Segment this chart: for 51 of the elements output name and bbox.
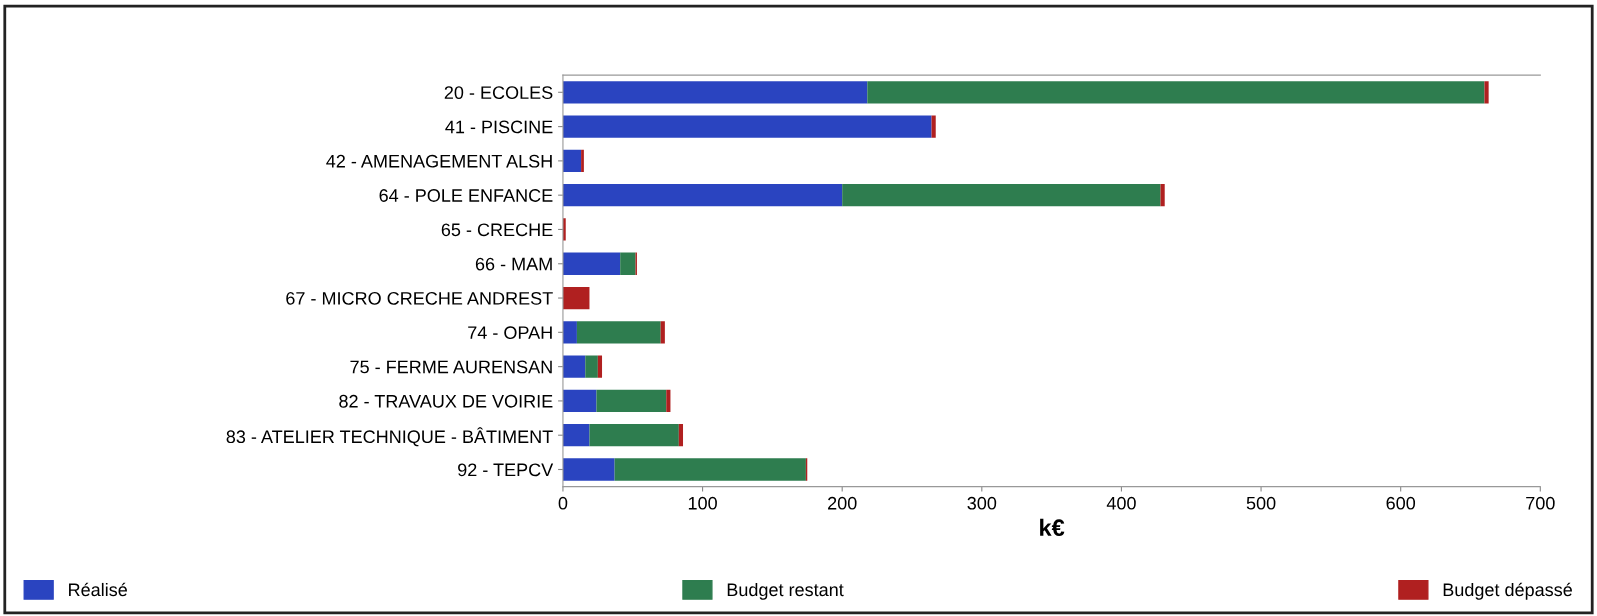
y-tick-label: 64 - POLE ENFANCE (379, 189, 553, 202)
y-tick-label: 67 - MICRO CRECHE ANDREST (286, 291, 553, 305)
legend-label: Budget restant (727, 582, 844, 600)
y-tick-label: 75 - FERME AURENSAN (350, 360, 552, 374)
bar (589, 424, 679, 447)
legend-label: Budget dépassé (1443, 582, 1572, 600)
x-tick-label: 600 (1386, 496, 1416, 510)
bar (660, 321, 665, 344)
bar (562, 424, 590, 447)
bar (678, 424, 684, 447)
bar (562, 149, 582, 173)
x-tick-label: 300 (967, 496, 997, 510)
y-tick-label: 83 - ATELIER TECHNIQUE - BÂTIMENT (226, 427, 553, 447)
bar (562, 321, 577, 344)
bar (562, 115, 932, 138)
bar (666, 389, 671, 413)
y-tick-label: 92 - TEPCV (458, 463, 554, 477)
bar (562, 81, 868, 104)
bar (562, 286, 590, 310)
bar (1160, 184, 1165, 207)
y-tick-label: 82 - TRAVAUX DE VOIRIE (339, 394, 553, 408)
y-tick-label: 20 - ECOLES (444, 86, 553, 100)
bar (562, 355, 586, 378)
bar (581, 149, 584, 173)
x-tick-label: 400 (1106, 496, 1136, 510)
y-tick-label: 66 - MAM (475, 257, 552, 271)
y-tick-label: 74 - OPAH (468, 326, 552, 340)
x-tick-label: 700 (1526, 496, 1555, 510)
bar (614, 458, 806, 481)
bar (620, 252, 636, 275)
x-axis-title: k€ (1040, 518, 1065, 537)
bar (1484, 81, 1489, 104)
bar (562, 458, 615, 481)
bar (597, 355, 603, 378)
bar (562, 184, 843, 207)
x-tick-label: 500 (1246, 496, 1276, 510)
bar (585, 355, 598, 378)
x-tick-label: 0 (558, 496, 568, 510)
bar (596, 389, 667, 413)
bar (576, 321, 661, 344)
legend-label: Réalisé (69, 582, 127, 597)
y-tick-label: 65 - CRECHE (441, 223, 553, 237)
y-tick-label: 41 - PISCINE (445, 120, 553, 134)
y-tick-label: 42 - AMENAGEMENT ALSH (326, 154, 552, 168)
x-tick-label: 200 (828, 496, 857, 510)
x-tick-label: 100 (688, 496, 717, 510)
bar (931, 115, 936, 138)
bar (842, 184, 1161, 207)
bar (867, 81, 1485, 104)
bar (562, 389, 597, 413)
bar (562, 252, 621, 275)
